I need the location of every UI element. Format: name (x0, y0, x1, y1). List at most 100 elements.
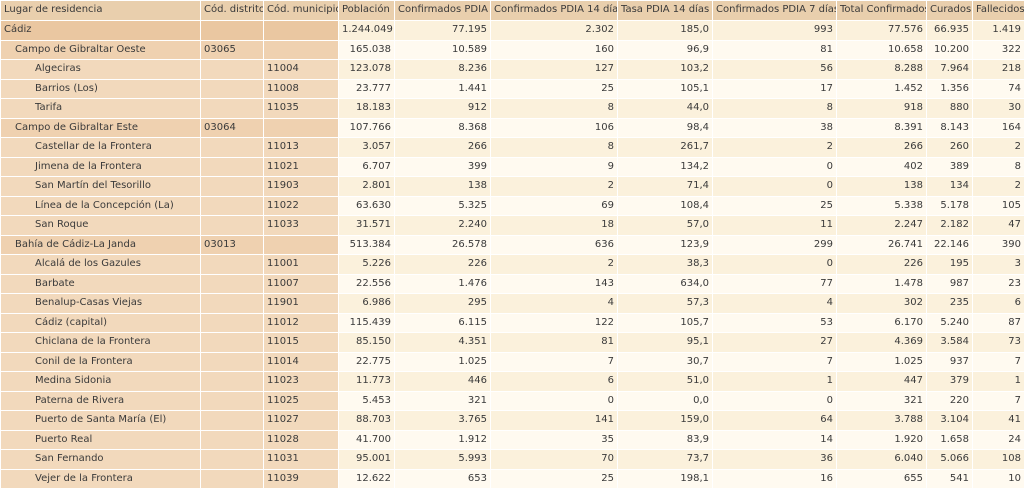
value-cell: 127 (490, 59, 618, 80)
code-cell: 11028 (263, 429, 339, 450)
place-name: Medina Sidonia (0, 371, 201, 392)
place-name: San Martín del Tesorillo (0, 176, 201, 197)
code-cell: 11004 (263, 59, 339, 80)
code-cell (200, 273, 264, 294)
value-cell: 880 (926, 98, 973, 119)
code-cell: 03064 (200, 117, 264, 138)
value-cell: 77.576 (836, 20, 927, 41)
code-cell (200, 371, 264, 392)
value-cell: 143 (490, 273, 618, 294)
code-cell (200, 137, 264, 158)
value-cell: 8.391 (836, 117, 927, 138)
value-cell: 2 (972, 176, 1024, 197)
value-cell: 3.584 (926, 332, 973, 353)
value-cell: 51,0 (617, 371, 713, 392)
value-cell: 16 (712, 468, 837, 488)
value-cell: 10.200 (926, 39, 973, 60)
value-cell: 266 (836, 137, 927, 158)
code-cell (200, 429, 264, 450)
code-cell: 11013 (263, 137, 339, 158)
value-cell: 134 (926, 176, 973, 197)
table-row: Puerto Real 11028 41.700 1.912 35 83,9 14 1.920… (0, 429, 1024, 450)
value-cell: 134,2 (617, 156, 713, 177)
value-cell: 5.338 (836, 195, 927, 216)
value-cell: 69 (490, 195, 618, 216)
value-cell: 447 (836, 371, 927, 392)
value-cell: 24 (972, 429, 1024, 450)
column-header: Curados (926, 0, 973, 21)
place-name: Conil de la Frontera (0, 351, 201, 372)
value-cell: 636 (490, 234, 618, 255)
value-cell: 402 (836, 156, 927, 177)
column-header: Confirmados PDIA (394, 0, 491, 21)
value-cell: 266 (394, 137, 491, 158)
code-cell (263, 117, 339, 138)
table-row: San Martín del Tesorillo 11903 2.801 138 2 71… (0, 176, 1024, 197)
value-cell: 26.578 (394, 234, 491, 255)
value-cell: 71,4 (617, 176, 713, 197)
value-cell: 655 (836, 468, 927, 488)
value-cell: 2.247 (836, 215, 927, 236)
value-cell: 108,4 (617, 195, 713, 216)
value-cell: 160 (490, 39, 618, 60)
table-row: Algeciras 11004 123.078 8.236 127 103,2 56 8.28… (0, 59, 1024, 80)
value-cell: 17 (712, 78, 837, 99)
value-cell: 66.935 (926, 20, 973, 41)
value-cell: 260 (926, 137, 973, 158)
place-name: Alcalá de los Gazules (0, 254, 201, 275)
value-cell: 302 (836, 293, 927, 314)
code-cell: 03013 (200, 234, 264, 255)
value-cell: 7 (972, 390, 1024, 411)
value-cell: 5.226 (338, 254, 395, 275)
table-row: San Fernando 11031 95.001 5.993 70 73,7 36 6.04… (0, 449, 1024, 470)
value-cell: 541 (926, 468, 973, 488)
value-cell: 22.556 (338, 273, 395, 294)
value-cell: 226 (394, 254, 491, 275)
table-body: Cádiz 1.244.049 77.195 2.302 185,0 993 77.576 6… (0, 20, 1024, 488)
value-cell: 9 (490, 156, 618, 177)
value-cell: 0 (712, 156, 837, 177)
value-cell: 1.476 (394, 273, 491, 294)
value-cell: 103,2 (617, 59, 713, 80)
value-cell: 4.351 (394, 332, 491, 353)
value-cell: 73 (972, 332, 1024, 353)
value-cell: 12.622 (338, 468, 395, 488)
value-cell: 41.700 (338, 429, 395, 450)
place-name: Puerto Real (0, 429, 201, 450)
value-cell: 0 (712, 254, 837, 275)
value-cell: 105 (972, 195, 1024, 216)
value-cell: 85.150 (338, 332, 395, 353)
value-cell: 4 (490, 293, 618, 314)
value-cell: 81 (490, 332, 618, 353)
value-cell: 107.766 (338, 117, 395, 138)
code-cell: 11035 (263, 98, 339, 119)
value-cell: 321 (394, 390, 491, 411)
value-cell: 1.912 (394, 429, 491, 450)
code-cell: 11021 (263, 156, 339, 177)
value-cell: 23 (972, 273, 1024, 294)
value-cell: 321 (836, 390, 927, 411)
table-row: Línea de la Concepción (La) 11022 63.630 5.… (0, 195, 1024, 216)
value-cell: 25 (490, 78, 618, 99)
code-cell: 11008 (263, 78, 339, 99)
place-name: Campo de Gibraltar Este (0, 117, 201, 138)
value-cell: 18.183 (338, 98, 395, 119)
value-cell: 10.589 (394, 39, 491, 60)
value-cell: 389 (926, 156, 973, 177)
value-cell: 1.025 (394, 351, 491, 372)
value-cell: 6.170 (836, 312, 927, 333)
value-cell: 77.195 (394, 20, 491, 41)
value-cell: 3 (972, 254, 1024, 275)
value-cell: 10 (972, 468, 1024, 488)
place-name: Paterna de Rivera (0, 390, 201, 411)
column-header: Tasa PDIA 14 días (617, 0, 713, 21)
code-cell: 11027 (263, 410, 339, 431)
code-cell: 11039 (263, 468, 339, 488)
value-cell: 11 (712, 215, 837, 236)
value-cell: 399 (394, 156, 491, 177)
code-cell (200, 215, 264, 236)
code-cell: 11025 (263, 390, 339, 411)
column-header: Cód. distrito (200, 0, 264, 21)
value-cell: 261,7 (617, 137, 713, 158)
